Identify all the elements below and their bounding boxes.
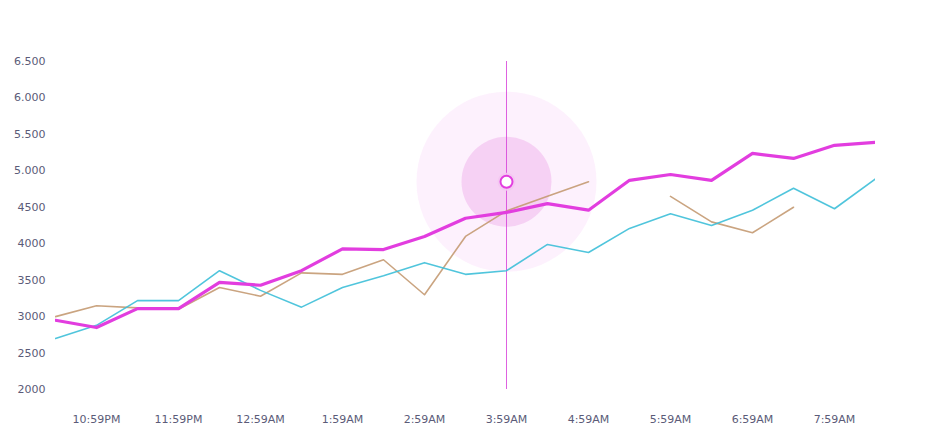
svg-text:3000: 3000 [18, 310, 46, 323]
svg-text:4500: 4500 [18, 201, 46, 214]
svg-text:10:59PM: 10:59PM [73, 413, 121, 426]
svg-text:3500: 3500 [18, 274, 46, 287]
svg-text:4:59AM: 4:59AM [568, 413, 610, 426]
svg-text:11:59PM: 11:59PM [155, 413, 203, 426]
svg-text:2500: 2500 [18, 347, 46, 360]
svg-text:7:59AM: 7:59AM [814, 413, 856, 426]
svg-text:6:59AM: 6:59AM [732, 413, 774, 426]
svg-text:3:59AM: 3:59AM [486, 413, 528, 426]
svg-text:2:59AM: 2:59AM [404, 413, 446, 426]
svg-text:2000: 2000 [18, 383, 46, 396]
svg-text:5.000: 5.000 [14, 164, 46, 177]
svg-text:5.500: 5.500 [14, 128, 46, 141]
svg-text:6.000: 6.000 [14, 91, 46, 104]
svg-text:12:59AM: 12:59AM [236, 413, 285, 426]
svg-text:6.500: 6.500 [14, 55, 46, 68]
svg-text:4000: 4000 [18, 237, 46, 250]
svg-text:1:59AM: 1:59AM [322, 413, 364, 426]
svg-text:5:59AM: 5:59AM [650, 413, 692, 426]
